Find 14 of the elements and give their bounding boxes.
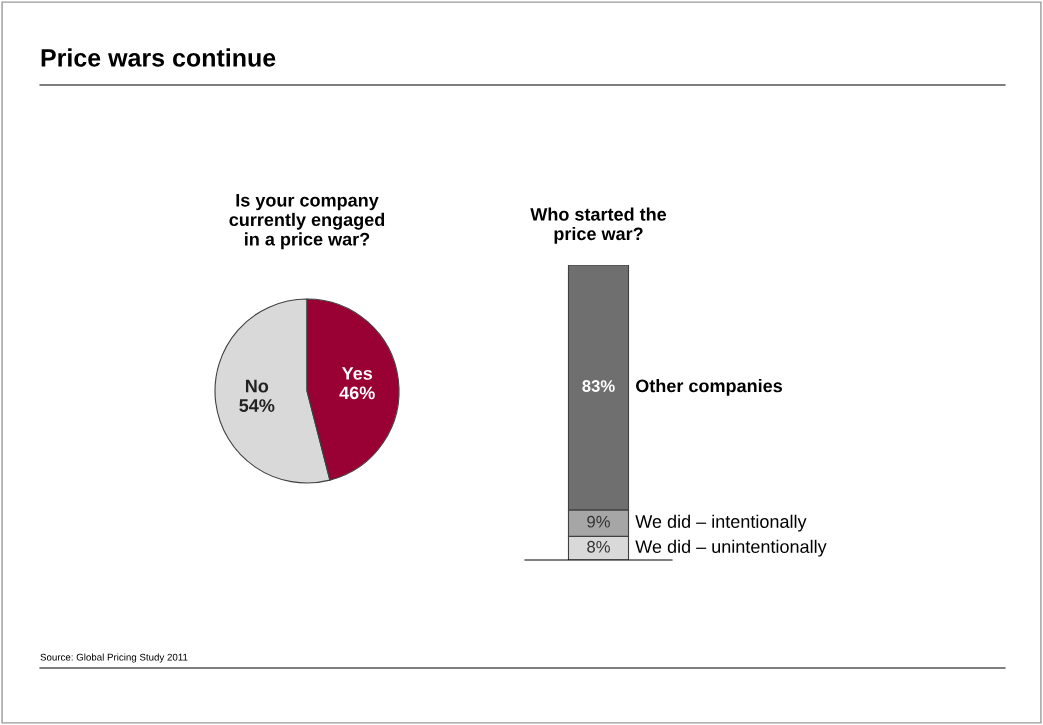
data-label: 46% [339,386,375,400]
source-note: Source: Global Pricing Study 2011 [40,653,188,663]
series-label: We did – intentionally [635,514,807,532]
data-label: 83% [582,380,615,392]
text: Price wars continue [41,48,276,67]
slice-label: Yes [341,367,373,380]
chart-title: Is your company currently engaged in a price war? [229,194,385,250]
slice-label: No [245,379,269,393]
series-label: We did – unintentionally [635,539,827,557]
data-label: 8% [587,540,610,553]
series-label: Other companies [635,379,782,396]
data-label: 54% [239,399,275,412]
data-label: 9% [587,515,610,528]
chart-title: Who started the price war? [530,207,667,244]
